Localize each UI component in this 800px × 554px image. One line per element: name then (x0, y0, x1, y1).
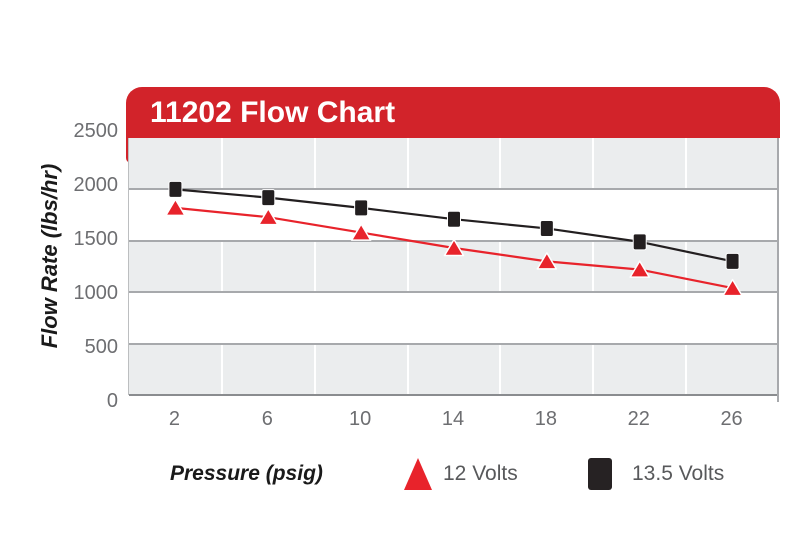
data-point-marker (539, 219, 554, 237)
category-separator (499, 138, 502, 395)
data-point-marker (722, 278, 743, 297)
y-tick-label: 1000 (73, 282, 119, 304)
category-separator (406, 138, 409, 395)
legend-label-12-volts: 12 Volts (443, 462, 518, 485)
category-separator (313, 138, 316, 395)
h-gridline (129, 188, 779, 191)
data-point-marker (350, 223, 372, 241)
x-tick-label: 10 (349, 408, 372, 430)
data-point-marker (354, 199, 369, 217)
legend-label-13-5-volts: 13.5 Volts (632, 462, 725, 485)
y-tick-label: 1500 (73, 228, 119, 250)
data-point-marker (536, 252, 558, 270)
y-tick-label: 2500 (73, 120, 119, 142)
x-tick-label: 2 (168, 408, 180, 430)
legend-square-icon (588, 458, 612, 490)
category-separator (685, 138, 688, 395)
y-tick-label: 500 (84, 336, 118, 358)
data-point-marker (447, 210, 461, 228)
x-tick-label: 14 (441, 408, 465, 430)
plot-area (128, 138, 779, 402)
y-tick-label: 2000 (73, 174, 119, 196)
x-tick-label: 18 (534, 408, 557, 430)
x-tick-label: 26 (720, 408, 743, 430)
h-gridline (129, 342, 779, 345)
series-layer (165, 180, 743, 297)
x-tick-label: 6 (261, 408, 273, 430)
x-tick-label: 22 (627, 408, 650, 430)
chart-title-banner: 11202 Flow Chart (126, 87, 780, 138)
plot-band (129, 138, 779, 190)
plot-band (129, 343, 779, 395)
x-axis-title: Pressure (psig) (170, 462, 323, 485)
chart-title: 11202 Flow Chart (150, 96, 396, 129)
plot-bottom-border (129, 394, 779, 396)
data-point-marker (629, 260, 650, 278)
data-point-marker (632, 233, 647, 251)
category-separator (220, 138, 223, 395)
data-point-marker (168, 180, 183, 198)
legend-triangle-icon (404, 458, 432, 490)
data-point-marker (443, 238, 465, 257)
h-gridline (129, 291, 779, 294)
y-tick-label: 0 (106, 390, 118, 412)
plot-right-border (777, 138, 779, 402)
data-point-marker (725, 252, 740, 270)
data-point-marker (258, 207, 279, 226)
data-point-marker (261, 189, 276, 207)
data-point-marker (165, 198, 186, 217)
